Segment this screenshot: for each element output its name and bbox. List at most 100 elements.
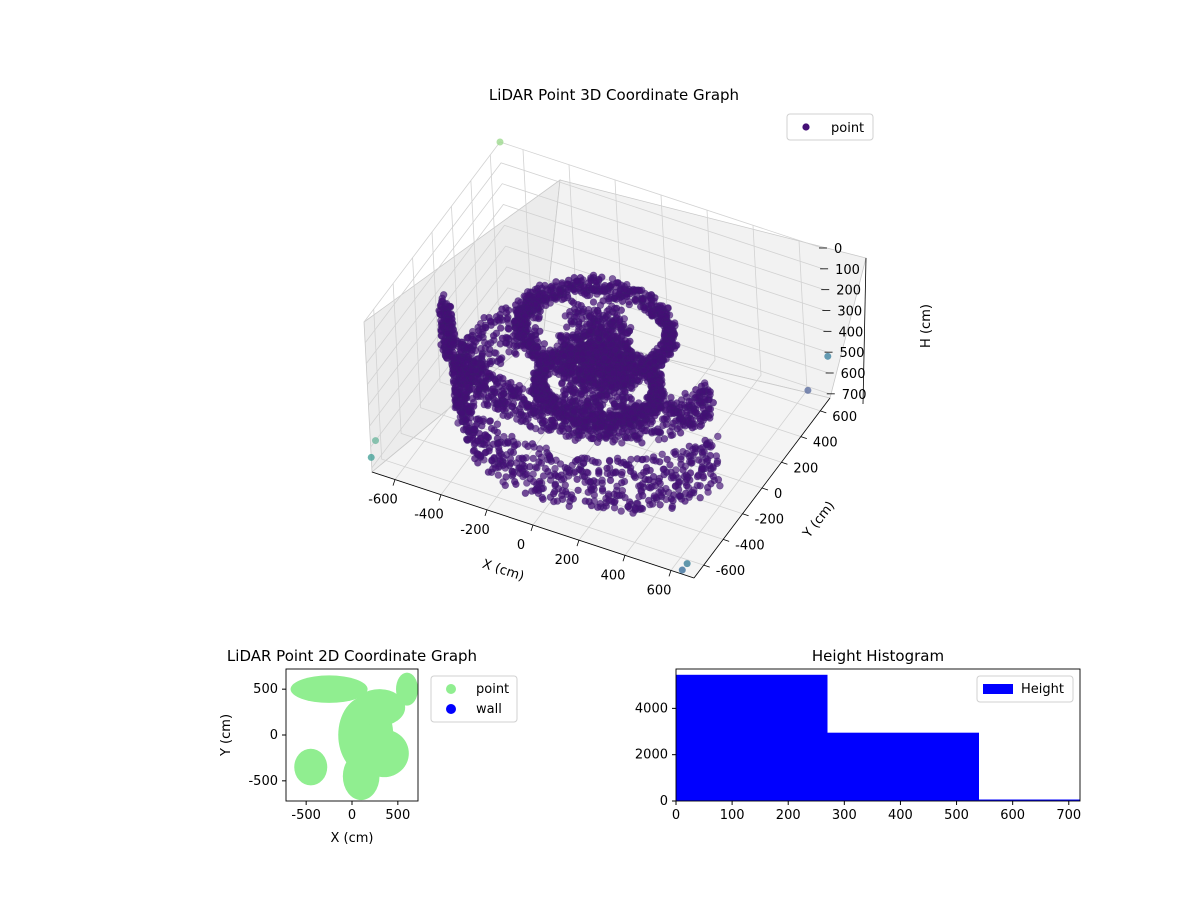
data-point-3d: [523, 402, 531, 411]
data-point-3d: [589, 298, 598, 306]
y-tick-3d: [781, 461, 788, 465]
data-point-3d: [570, 408, 578, 416]
data-point-3d: [464, 408, 473, 416]
data-point-3d: [589, 434, 597, 443]
data-point-3d: [462, 359, 471, 368]
data-point-3d: [512, 350, 520, 358]
x-tick-label-hist: 100: [720, 808, 745, 823]
data-point-3d: [520, 344, 529, 353]
data-point-3d: [645, 483, 653, 491]
data-point-3d: [510, 442, 518, 451]
grid-line-z: [364, 162, 824, 344]
legend-label-height: Height: [1021, 682, 1064, 697]
data-point-3d: [697, 465, 706, 473]
data-point-3d: [587, 501, 596, 510]
chart-title-hist: Height Histogram: [812, 647, 944, 665]
data-point-3d: [617, 459, 625, 467]
x-tick-3d: [530, 524, 534, 532]
x-tick-label-hist: 500: [944, 808, 969, 823]
data-point-3d: [551, 481, 559, 489]
x-tick-3d: [668, 570, 672, 577]
data-point-3d: [618, 297, 627, 305]
data-point-3d: [506, 455, 515, 463]
y-tick-3d: [820, 410, 827, 414]
data-point-3d: [658, 450, 666, 458]
data-point-3d: [622, 403, 630, 411]
height-histogram-chart: Height Histogram 0 100 200 300 400 500 600 700 0…: [635, 647, 1081, 823]
data-point-3d: [630, 472, 638, 480]
data-point-3d: [590, 310, 599, 318]
data-point-3d: [704, 488, 712, 496]
data-point-3d: [545, 426, 553, 434]
data-point-3d: [467, 350, 476, 358]
data-point-3d: [588, 345, 596, 353]
grid-line-z: [365, 183, 825, 364]
y-tick-3d: [800, 436, 807, 439]
data-point-3d: [570, 363, 578, 372]
x-tick-label-3d: 200: [555, 553, 580, 568]
data-point-3d: [522, 470, 531, 478]
data-point-3d: [561, 312, 569, 320]
data-point-3d: [535, 477, 544, 486]
outlier-point-3d: [683, 560, 691, 568]
data-point-3d: [586, 327, 594, 336]
y-tick-label-hist: 0: [660, 794, 668, 809]
data-point-3d: [451, 383, 460, 391]
data-point-3d: [631, 296, 639, 304]
data-point-3d: [550, 497, 558, 506]
grid-line-z: [369, 245, 828, 427]
data-point-3d: [606, 424, 614, 432]
y-tick-3d: [723, 539, 730, 542]
data-point-3d: [573, 475, 581, 483]
data-point-3d: [561, 390, 569, 398]
data-point-3d: [464, 343, 472, 351]
data-point-3d: [505, 325, 513, 333]
data-point-3d: [682, 408, 691, 416]
data-point-3d: [484, 393, 493, 401]
data-point-3d: [550, 419, 559, 427]
data-point-3d: [622, 343, 630, 351]
z-tick-label-3d: 700: [842, 388, 867, 403]
data-point-3d: [572, 312, 580, 321]
data-point-3d: [615, 352, 624, 360]
data-point-3d: [486, 359, 495, 368]
data-point-3d: [475, 429, 484, 438]
series-point-3d: [367, 138, 832, 574]
legend-label-point-2d: point: [476, 682, 509, 697]
data-point-3d: [465, 419, 473, 427]
data-point-3d: [565, 468, 573, 476]
data-point-3d: [674, 478, 683, 487]
data-point-3d: [571, 287, 579, 296]
data-point-3d: [572, 336, 580, 344]
data-point-3d: [484, 468, 493, 476]
point-cluster-2d: [294, 748, 328, 786]
x-tick-label-3d: 600: [647, 583, 672, 598]
z-tick-label-3d: 200: [836, 284, 861, 299]
data-point-3d: [531, 463, 540, 471]
scatter-2d-chart: LiDAR Point 2D Coordinate Graph -500 0 500…: [219, 647, 518, 846]
data-point-3d: [449, 348, 457, 357]
data-point-3d: [473, 374, 481, 382]
data-point-3d: [595, 370, 604, 379]
x-tick-label-2d: 500: [385, 808, 410, 823]
z-tick-label-3d: 0: [834, 242, 842, 257]
data-point-3d: [633, 455, 641, 463]
data-point-3d: [493, 428, 502, 437]
data-point-3d: [471, 359, 479, 367]
data-point-3d: [652, 457, 660, 465]
data-point-3d: [595, 469, 603, 478]
data-point-3d: [618, 468, 626, 476]
data-point-3d: [584, 306, 593, 314]
data-point-3d: [492, 464, 500, 472]
data-point-3d: [526, 422, 534, 430]
legend-3d: point: [786, 113, 874, 141]
data-point-3d: [565, 502, 573, 510]
data-point-3d: [575, 426, 583, 434]
data-point-3d: [669, 474, 678, 482]
data-point-3d: [501, 464, 509, 472]
data-point-3d: [615, 429, 623, 437]
data-point-3d: [569, 495, 577, 503]
z-axis-label-3d: H (cm): [919, 304, 934, 348]
data-point-3d: [483, 369, 492, 377]
